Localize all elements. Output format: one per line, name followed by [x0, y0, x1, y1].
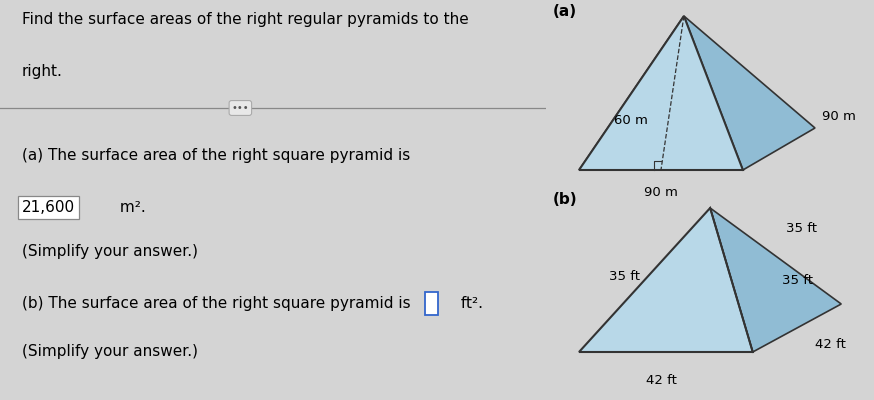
Polygon shape: [683, 16, 815, 170]
Polygon shape: [579, 208, 753, 352]
Polygon shape: [710, 208, 841, 352]
Text: m².: m².: [114, 200, 145, 215]
Text: Find the surface areas of the right regular pyramids to the: Find the surface areas of the right regu…: [22, 12, 468, 27]
Text: 35 ft: 35 ft: [609, 270, 641, 282]
Polygon shape: [579, 16, 683, 170]
Text: ft².: ft².: [456, 296, 483, 311]
Text: 42 ft: 42 ft: [815, 338, 846, 350]
Text: 35 ft: 35 ft: [782, 274, 813, 286]
Text: (a): (a): [552, 4, 577, 19]
Text: 90 m: 90 m: [822, 110, 856, 122]
Text: (b): (b): [552, 192, 578, 207]
Text: (b) The surface area of the right square pyramid is: (b) The surface area of the right square…: [22, 296, 415, 311]
Text: (Simplify your answer.): (Simplify your answer.): [22, 344, 198, 359]
Text: (a) The surface area of the right square pyramid is: (a) The surface area of the right square…: [22, 148, 410, 163]
Text: 60 m: 60 m: [614, 114, 648, 126]
Polygon shape: [579, 16, 743, 170]
Text: (Simplify your answer.): (Simplify your answer.): [22, 244, 198, 259]
Text: •••: •••: [232, 103, 249, 113]
Text: 90 m: 90 m: [644, 186, 678, 199]
Text: right.: right.: [22, 64, 63, 79]
Text: 42 ft: 42 ft: [646, 374, 676, 387]
Text: 21,600: 21,600: [22, 200, 75, 215]
Text: 35 ft: 35 ft: [786, 222, 816, 234]
